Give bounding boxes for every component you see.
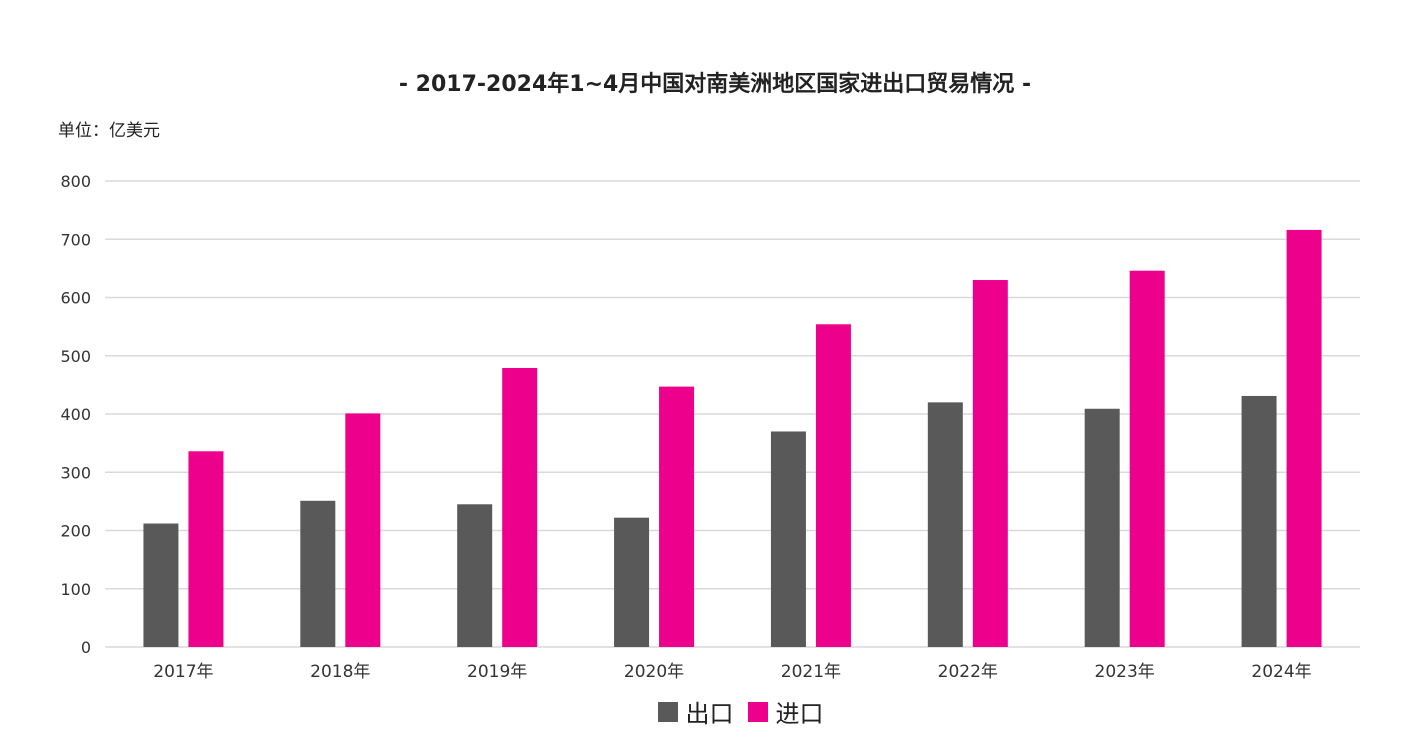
x-tick-label: 2024年 [1251,662,1311,682]
bar-import [188,451,224,647]
legend-item-import: 进口 [747,694,824,729]
y-tick-label: 200 [60,522,91,541]
y-tick-label: 800 [60,172,91,191]
y-tick-label: 0 [81,638,91,657]
bar-export [143,523,179,647]
bar-export [770,431,806,647]
bar-export [614,517,650,647]
bar-export [457,504,493,647]
bar-import [345,413,381,647]
x-tick-label: 2018年 [310,662,370,682]
y-tick-label: 400 [60,405,91,424]
legend-item-export: 出口 [657,694,734,729]
bar-chart: 0 100 200 300 400 500 600 700 800 2017年 2018年 2019… [60,172,1360,682]
x-tick-label: 2021年 [781,662,841,682]
x-tick-label: 2017年 [153,662,213,682]
bars [143,229,1322,647]
bar-import [815,324,851,647]
legend-label-export: 出口 [685,700,734,728]
x-tick-label: 2020年 [624,662,684,682]
bar-import [1286,229,1322,647]
x-tick-label: 2019年 [467,662,527,682]
bar-export [1084,408,1120,647]
bar-export [1241,395,1277,647]
x-tick-label: 2022年 [938,662,998,682]
bar-import [659,386,695,647]
y-tick-label: 700 [60,230,91,249]
x-axis-ticks: 2017年 2018年 2019年 2020年 2021年 2022年 2023年 2024年 [153,662,1311,682]
bar-import [972,280,1008,647]
legend-swatch-export [657,701,678,722]
legend: 出口 进口 [0,694,1401,729]
y-tick-label: 100 [60,580,91,599]
x-tick-label: 2023年 [1095,662,1155,682]
bar-export [927,402,963,647]
y-axis-ticks: 0 100 200 300 400 500 600 700 800 [60,172,91,657]
bar-import [1129,270,1165,647]
chart-title: - 2017-2024年1~4月中国对南美洲地区国家进出口贸易情况 - [398,72,1032,97]
unit-label: 单位：亿美元 [58,121,160,141]
gridlines [105,180,1360,648]
y-tick-label: 300 [60,463,91,482]
legend-swatch-import [747,701,768,722]
bar-export [300,500,336,647]
bar-import [502,367,538,647]
legend-label-import: 进口 [775,700,824,728]
y-tick-label: 500 [60,347,91,366]
y-tick-label: 600 [60,289,91,308]
